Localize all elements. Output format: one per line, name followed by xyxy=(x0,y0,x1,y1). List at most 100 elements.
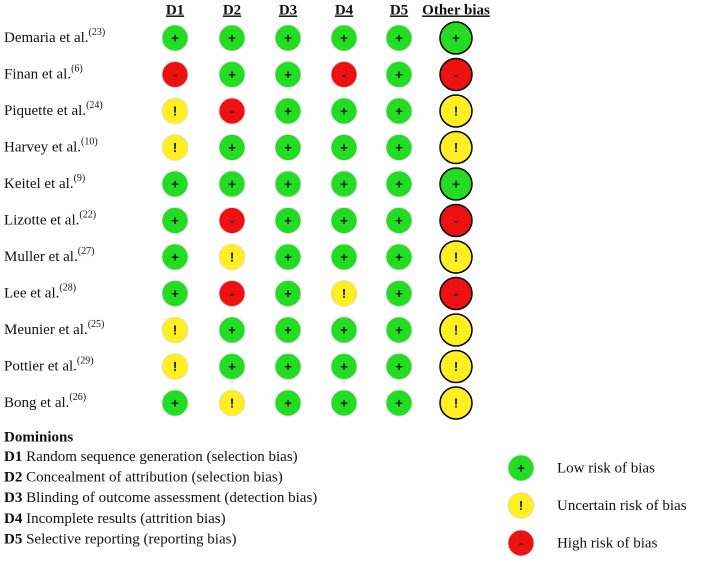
column-header: D1 xyxy=(166,2,184,18)
rating-circle xyxy=(274,353,302,380)
rating-symbol: + xyxy=(395,213,403,228)
study-name-text: Keitel et al. xyxy=(4,176,74,192)
rating-symbol: ! xyxy=(454,322,458,337)
rating-symbol: + xyxy=(395,67,403,82)
study-name-text: Demaria et al. xyxy=(4,30,89,46)
rating-circle xyxy=(218,24,246,52)
rating-circle xyxy=(161,280,189,307)
study-ref: (25) xyxy=(88,319,105,330)
rating-circle xyxy=(439,386,473,420)
rating-circle xyxy=(385,280,413,307)
rating-symbol: + xyxy=(284,103,292,118)
rating-symbol: ! xyxy=(173,359,177,374)
rating-circle xyxy=(218,353,246,380)
dominion-text: Blinding of outcome assessment (detectio… xyxy=(26,491,317,507)
rating-symbol: + xyxy=(340,140,348,155)
study-name-text: Lee et al. xyxy=(4,286,59,302)
rating-circle xyxy=(161,97,189,125)
dominion-line: D2 Concealment of attribution (selection… xyxy=(4,470,283,486)
rating-symbol: + xyxy=(395,103,403,118)
rating-circle xyxy=(274,243,302,271)
rating-circle xyxy=(385,353,413,380)
rating-symbol: + xyxy=(171,213,179,228)
rating-circle xyxy=(385,243,413,271)
rating-symbol: + xyxy=(171,176,179,191)
rating-circle xyxy=(330,243,358,271)
rating-circle xyxy=(439,276,473,311)
rating-symbol: ! xyxy=(454,103,458,118)
study-name-text: Meunier et al. xyxy=(4,322,88,338)
rating-symbol: + xyxy=(395,30,403,45)
rating-symbol: + xyxy=(395,176,403,191)
rating-symbol: ! xyxy=(342,286,346,301)
legend-circle xyxy=(507,454,535,482)
rating-symbol: + xyxy=(395,286,403,301)
rating-symbol: ! xyxy=(230,249,234,264)
rating-circle xyxy=(385,207,413,234)
rating-circle xyxy=(218,280,246,307)
rating-symbol: + xyxy=(228,140,236,155)
rating-symbol: + xyxy=(228,359,236,374)
study-ref: (28) xyxy=(59,283,76,294)
rating-symbol: + xyxy=(228,176,236,191)
rating-circle xyxy=(274,24,302,52)
rating-circle xyxy=(330,389,358,417)
study-name-text: Finan et al. xyxy=(4,67,71,83)
rating-circle xyxy=(274,207,302,234)
rating-symbol: ! xyxy=(454,359,458,374)
rating-symbol: ! xyxy=(173,103,177,118)
rating-circle xyxy=(385,134,413,161)
study-name: Bong et al.(26) xyxy=(4,392,86,411)
rating-symbol: - xyxy=(454,286,458,301)
column-header: Other bias xyxy=(422,2,490,18)
rating-circle xyxy=(161,24,189,52)
legend-symbol: ! xyxy=(519,498,523,513)
dominion-text: Selective reporting (reporting bias) xyxy=(26,532,236,548)
study-name-text: Bong et al. xyxy=(4,395,69,411)
rating-symbol: + xyxy=(395,249,403,264)
study-name: Pottier et al.(29) xyxy=(4,356,94,375)
dominion-code: D4 xyxy=(4,511,23,527)
rating-symbol: + xyxy=(340,176,348,191)
study-ref: (6) xyxy=(71,64,83,75)
rating-symbol: + xyxy=(284,176,292,191)
rating-symbol: - xyxy=(230,213,234,228)
rating-circle xyxy=(439,313,473,347)
study-name: Piquette et al.(24) xyxy=(4,100,103,119)
rating-symbol: + xyxy=(284,30,292,45)
rating-circle xyxy=(439,167,473,201)
study-ref: (23) xyxy=(89,27,106,38)
rating-circle xyxy=(274,97,302,125)
rating-circle xyxy=(330,134,358,161)
rating-circle xyxy=(385,97,413,125)
rating-symbol: + xyxy=(284,213,292,228)
rating-circle xyxy=(439,203,473,238)
study-name: Finan et al.(6) xyxy=(4,64,83,83)
dominion-line: D4 Incomplete results (attrition bias) xyxy=(4,511,226,527)
rating-symbol: ! xyxy=(173,140,177,155)
dominion-code: D1 xyxy=(4,449,22,465)
rating-circle xyxy=(161,353,189,380)
rating-symbol: + xyxy=(284,249,292,264)
study-name-text: Lizotte et al. xyxy=(4,213,79,229)
rating-symbol: + xyxy=(228,30,236,45)
rating-symbol: + xyxy=(284,359,292,374)
study-ref: (9) xyxy=(74,173,86,184)
rating-symbol: ! xyxy=(454,140,458,155)
rating-circle xyxy=(218,61,246,88)
rating-symbol: + xyxy=(171,395,179,410)
rating-symbol: ! xyxy=(173,322,177,337)
rating-circle xyxy=(218,316,246,344)
rating-symbol: + xyxy=(452,176,460,191)
rating-circle xyxy=(274,316,302,344)
study-name: Meunier et al.(25) xyxy=(4,319,104,338)
rating-circle xyxy=(161,134,189,161)
rating-circle xyxy=(218,97,246,125)
rating-circle xyxy=(274,134,302,161)
rating-circle xyxy=(439,57,473,92)
rating-symbol: + xyxy=(395,322,403,337)
rating-circle xyxy=(218,134,246,161)
study-ref: (24) xyxy=(86,100,103,111)
legend-symbol: + xyxy=(517,460,525,475)
dominion-line: D5 Selective reporting (reporting bias) xyxy=(4,532,236,548)
